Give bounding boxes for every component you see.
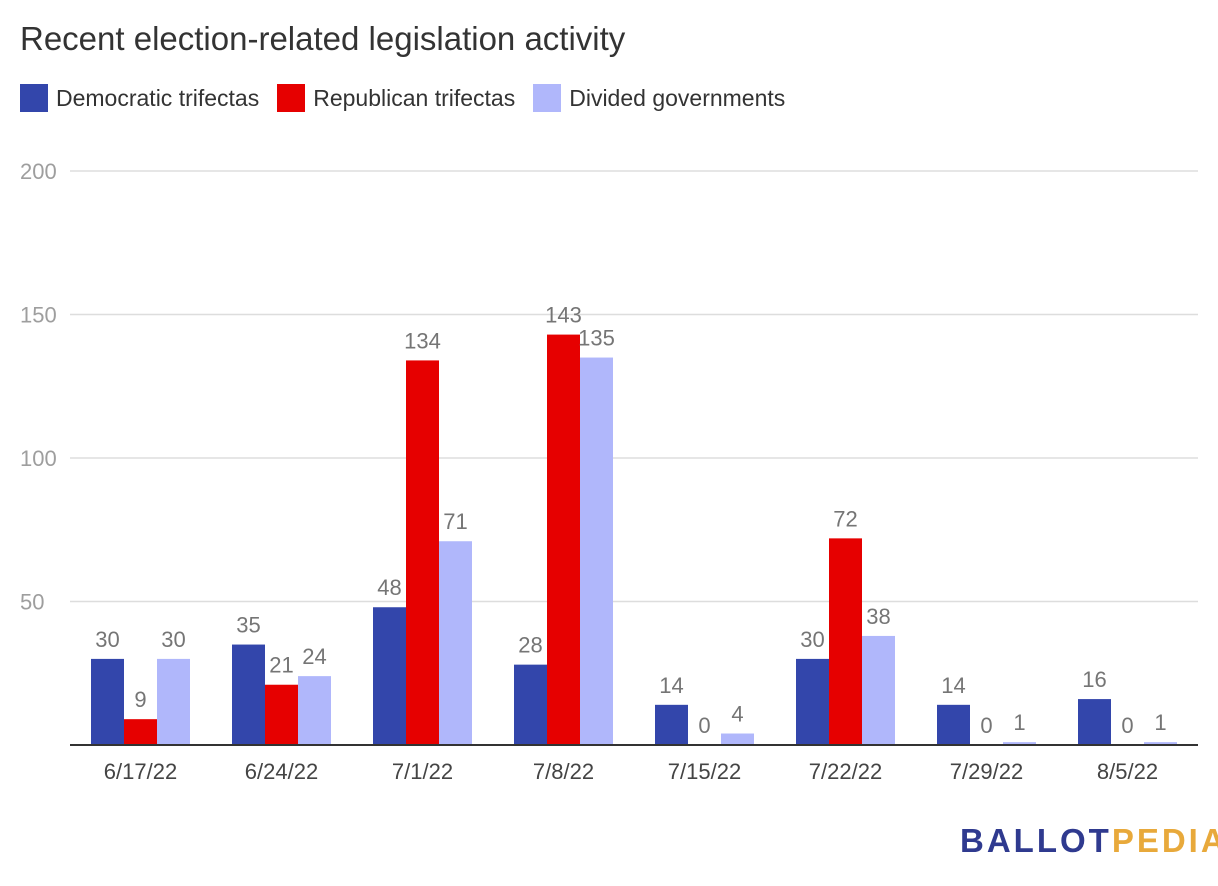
legend-swatch — [20, 84, 48, 112]
data-label: 21 — [269, 653, 293, 678]
gridlines: 50 100 150 200 — [20, 159, 1198, 615]
data-label: 16 — [1082, 667, 1106, 692]
data-label: 24 — [302, 644, 326, 669]
data-label: 35 — [236, 613, 260, 638]
bar — [829, 538, 862, 745]
data-label: 30 — [95, 627, 119, 652]
legend-label: Democratic trifectas — [56, 84, 260, 111]
bar — [862, 635, 895, 745]
bar — [655, 704, 688, 745]
legend-item: Republican trifectas — [277, 84, 515, 112]
data-label: 71 — [443, 509, 467, 534]
bars — [91, 334, 1177, 745]
data-label: 143 — [545, 303, 582, 328]
bar — [298, 676, 331, 745]
x-tick-label: 7/8/22 — [533, 759, 594, 784]
bar — [547, 334, 580, 745]
bar — [1003, 742, 1036, 745]
bar — [514, 664, 547, 745]
y-tick-label: 50 — [20, 590, 44, 615]
data-label: 28 — [518, 633, 542, 658]
x-tick-label: 6/17/22 — [104, 759, 177, 784]
x-tick-label: 7/15/22 — [668, 759, 741, 784]
bar — [721, 733, 754, 745]
legend: Democratic trifectas Republican trifectas… — [20, 84, 803, 112]
bar — [157, 658, 190, 745]
legend-label: Divided governments — [569, 84, 786, 111]
bar — [265, 684, 298, 745]
bar — [1078, 699, 1111, 745]
data-label: 1 — [1013, 710, 1025, 735]
data-label: 14 — [941, 673, 965, 698]
data-label: 4 — [731, 702, 743, 727]
data-label: 30 — [161, 627, 185, 652]
y-tick-label: 100 — [20, 446, 57, 471]
bar — [91, 658, 124, 745]
x-tick-label: 8/5/22 — [1097, 759, 1158, 784]
data-label: 38 — [866, 604, 890, 629]
logo-part-pedia: PEDIA — [1111, 822, 1218, 859]
data-label: 48 — [377, 575, 401, 600]
legend-label: Republican trifectas — [313, 84, 516, 111]
bar — [796, 658, 829, 745]
bar — [373, 607, 406, 745]
bar — [937, 704, 970, 745]
data-label: 0 — [1121, 713, 1133, 738]
bar — [232, 644, 265, 745]
logo-part-ballot: BALLOT — [960, 822, 1112, 859]
bar — [124, 719, 157, 745]
data-label: 0 — [698, 713, 710, 738]
x-tick-label: 6/24/22 — [245, 759, 318, 784]
legend-swatch — [277, 84, 306, 112]
data-label: 30 — [800, 627, 824, 652]
bar — [439, 541, 472, 745]
data-label: 14 — [659, 673, 683, 698]
bar — [406, 360, 439, 745]
x-tick-label: 7/29/22 — [950, 759, 1023, 784]
y-tick-label: 150 — [20, 303, 57, 328]
legend-swatch — [533, 84, 562, 112]
x-tick-label: 7/1/22 — [392, 759, 453, 784]
data-label: 1 — [1154, 710, 1166, 735]
data-label: 135 — [578, 326, 615, 351]
bar — [1144, 742, 1177, 745]
chart-title: Recent election-related legislation acti… — [20, 20, 626, 57]
data-label: 72 — [833, 506, 857, 531]
ballotpedia-logo: BALLOTPEDIA — [960, 822, 1218, 860]
bar — [580, 357, 613, 745]
legend-item: Democratic trifectas — [20, 84, 259, 112]
data-label: 134 — [404, 328, 441, 353]
x-axis: 6/17/22 6/24/22 7/1/22 7/8/22 7/15/22 7/22/22… — [70, 744, 1198, 784]
y-tick-label: 200 — [20, 159, 57, 184]
data-label: 0 — [980, 713, 992, 738]
x-tick-label: 7/22/22 — [809, 759, 882, 784]
legend-item: Divided governments — [533, 84, 785, 112]
data-label: 9 — [134, 687, 146, 712]
